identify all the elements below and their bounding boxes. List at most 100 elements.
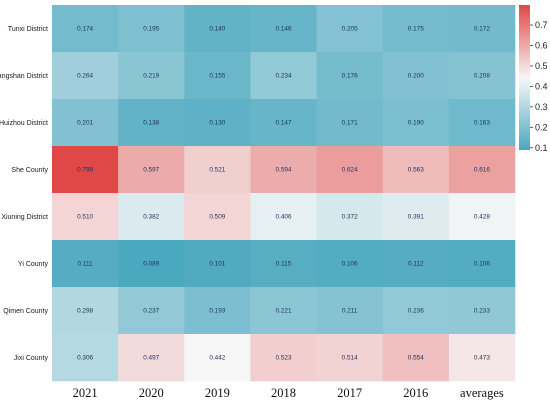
cell-value-label: 0.264 xyxy=(77,73,93,80)
row-label: Jixi County xyxy=(14,355,49,362)
heatmap-cell xyxy=(250,99,317,147)
cell-value-label: 0.200 xyxy=(408,73,424,80)
heatmap-cell xyxy=(382,334,450,382)
cell-value-label: 0.190 xyxy=(408,120,424,127)
heatmap-cell xyxy=(316,193,384,241)
heatmap-cell xyxy=(52,193,119,241)
heatmap-cell xyxy=(250,5,317,53)
cell-value-label: 0.521 xyxy=(209,167,225,174)
heatmap-cell xyxy=(118,287,185,335)
cell-value-label: 0.221 xyxy=(276,308,292,315)
row-label: She County xyxy=(11,167,48,174)
cell-value-label: 0.201 xyxy=(77,120,93,127)
cell-value-label: 0.193 xyxy=(209,308,225,315)
column-label: 2016 xyxy=(403,386,428,400)
heatmap-cells xyxy=(52,5,516,382)
heatmap-cell xyxy=(184,5,251,53)
heatmap-cell xyxy=(184,193,251,241)
heatmap-cell xyxy=(52,146,119,194)
cell-value-label: 0.473 xyxy=(474,355,490,362)
column-label: 2019 xyxy=(205,386,230,400)
cell-value-label: 0.208 xyxy=(474,73,490,80)
cell-value-label: 0.163 xyxy=(474,120,490,127)
heatmap-cell xyxy=(448,240,516,288)
column-label: 2020 xyxy=(139,386,164,400)
cell-value-label: 0.497 xyxy=(143,355,159,362)
cell-value-label: 0.298 xyxy=(77,308,93,315)
heatmap-cell xyxy=(52,334,119,382)
heatmap-cell xyxy=(448,5,516,53)
cell-value-label: 0.115 xyxy=(276,261,292,268)
cell-value-label: 0.523 xyxy=(276,355,292,362)
column-label: 2017 xyxy=(337,386,362,400)
cell-value-label: 0.442 xyxy=(209,355,225,362)
heatmap-cell xyxy=(184,52,251,100)
heatmap-cell xyxy=(382,99,450,147)
colorbar-tick-label: 0.2 xyxy=(535,122,548,132)
colorbar-gradient xyxy=(519,5,530,150)
heatmap-cell xyxy=(382,287,450,335)
heatmap-cell xyxy=(316,240,384,288)
cell-value-label: 0.089 xyxy=(143,261,159,268)
heatmap-cell xyxy=(250,193,317,241)
heatmap-cell xyxy=(250,146,317,194)
heatmap-cell xyxy=(382,52,450,100)
heatmap-cell xyxy=(250,334,317,382)
cell-value-label: 0.211 xyxy=(342,308,358,315)
colorbar-tick-label: 0.1 xyxy=(535,143,548,153)
cell-value-label: 0.112 xyxy=(408,261,424,268)
heatmap-cell xyxy=(382,5,450,53)
heatmap-cell xyxy=(184,287,251,335)
cell-value-label: 0.391 xyxy=(408,214,424,221)
heatmap-cell xyxy=(316,5,384,53)
cell-value-label: 0.306 xyxy=(77,355,93,362)
heatmap-cell xyxy=(118,334,185,382)
colorbar-tick-label: 0.4 xyxy=(535,81,548,91)
cell-value-label: 0.597 xyxy=(143,167,159,174)
cell-value-label: 0.382 xyxy=(143,214,159,221)
heatmap-cell xyxy=(382,146,450,194)
heatmap-cell-labels: 0.174 0.195 0.140 0.146 0.205 0.175 0.172 0.264… xyxy=(77,26,490,362)
heatmap-cell xyxy=(250,52,317,100)
cell-value-label: 0.174 xyxy=(77,26,93,33)
cell-value-label: 0.510 xyxy=(77,214,93,221)
heatmap-cell xyxy=(184,99,251,147)
heatmap-cell xyxy=(316,99,384,147)
cell-value-label: 0.372 xyxy=(342,214,358,221)
cell-value-label: 0.147 xyxy=(276,120,292,127)
cell-value-label: 0.101 xyxy=(209,261,225,268)
row-label: Yi County xyxy=(18,261,49,268)
heatmap-cell xyxy=(118,146,185,194)
cell-value-label: 0.106 xyxy=(474,261,490,268)
heatmap-cell xyxy=(448,146,516,194)
heatmap-cell xyxy=(250,240,317,288)
colorbar: 0.1 0.2 0.3 0.4 0.5 0.6 0.7 xyxy=(519,5,548,153)
heatmap-cell xyxy=(316,334,384,382)
cell-value-label: 0.155 xyxy=(209,73,225,80)
cell-value-label: 0.563 xyxy=(408,167,424,174)
heatmap-cell xyxy=(52,52,119,100)
cell-value-label: 0.514 xyxy=(342,355,358,362)
heatmap-cell xyxy=(184,240,251,288)
cell-value-label: 0.171 xyxy=(342,120,358,127)
cell-value-label: 0.237 xyxy=(143,308,159,315)
cell-value-label: 0.594 xyxy=(276,167,292,174)
cell-value-label: 0.172 xyxy=(474,26,490,33)
heatmap-cell xyxy=(316,287,384,335)
cell-value-label: 0.406 xyxy=(276,214,292,221)
cell-value-label: 0.509 xyxy=(209,214,225,221)
column-label: 2021 xyxy=(73,386,98,400)
cell-value-label: 0.175 xyxy=(408,26,424,33)
colorbar-tick-label: 0.6 xyxy=(535,40,548,50)
cell-value-label: 0.205 xyxy=(342,26,358,33)
row-label: Xiuning District xyxy=(1,214,48,221)
cell-value-label: 0.624 xyxy=(342,167,358,174)
heatmap-cell xyxy=(382,193,450,241)
heatmap-cell xyxy=(448,99,516,147)
colorbar-tick-label: 0.5 xyxy=(535,61,548,71)
cell-value-label: 0.798 xyxy=(77,167,93,174)
cell-value-label: 0.233 xyxy=(474,308,490,315)
heatmap-cell xyxy=(118,5,185,53)
heatmap-cell xyxy=(52,287,119,335)
